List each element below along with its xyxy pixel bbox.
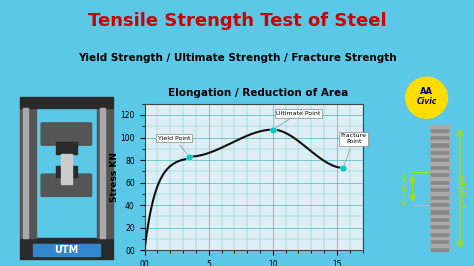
Bar [97,108,113,238]
Bar [429,222,450,225]
Circle shape [406,77,447,118]
FancyBboxPatch shape [41,174,91,196]
Text: UTM: UTM [54,245,79,255]
Bar [429,207,450,210]
Text: Elongation / Reduction of Area: Elongation / Reduction of Area [168,88,348,98]
Bar [429,148,450,150]
Text: Fracture
Point: Fracture Point [341,133,366,165]
Bar [429,140,450,143]
Text: Civic: Civic [417,97,437,106]
Text: Tensile Strength Test of Steel: Tensile Strength Test of Steel [88,12,386,30]
Y-axis label: Stress KN: Stress KN [110,152,119,202]
Bar [429,185,450,187]
Bar [429,200,450,202]
Bar [429,155,450,157]
Text: AA: AA [420,87,433,96]
Bar [429,133,450,135]
Bar [429,177,450,180]
Bar [429,192,450,195]
Bar [431,126,448,251]
Bar [429,244,450,247]
FancyBboxPatch shape [41,123,91,145]
Bar [20,108,36,238]
Text: Yield Strength / Ultimate Strength / Fracture Strength: Yield Strength / Ultimate Strength / Fra… [78,53,396,63]
Bar [56,166,77,177]
Bar [429,125,450,128]
Text: L = 300 mm: L = 300 mm [462,174,467,207]
Bar [429,215,450,217]
Text: Yield Point: Yield Point [158,136,191,155]
Bar [429,230,450,232]
Bar [429,163,450,165]
Bar [33,244,100,256]
Bar [429,170,450,172]
Bar [23,108,28,238]
Bar [429,237,450,239]
Bar [61,153,72,184]
Text: Ultimate Point: Ultimate Point [275,111,321,128]
Bar [56,143,77,153]
Text: GL = 80 mm: GL = 80 mm [403,172,408,205]
Bar [20,97,113,108]
Bar [100,108,105,238]
Bar [20,238,113,259]
